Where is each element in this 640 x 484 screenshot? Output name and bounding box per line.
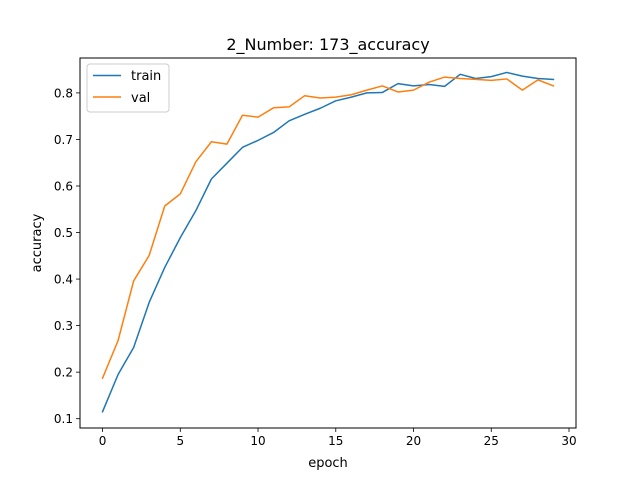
y-tick-label-2: 0.3	[54, 319, 73, 333]
axis-ticks: 0 5 10 15 20 25 30 0.1 0.2 0.3 0.4 0.5 0.6 0.7 0.8	[54, 86, 577, 448]
legend-label-train: train	[131, 69, 161, 84]
y-tick-label-6: 0.7	[54, 133, 73, 147]
x-tick-label-4: 20	[406, 434, 421, 448]
y-axis-label: accuracy	[30, 213, 45, 272]
y-tick-label-3: 0.4	[54, 273, 73, 287]
legend-label-val: val	[131, 91, 150, 106]
x-axis-label: epoch	[308, 456, 348, 471]
y-tick-label-5: 0.6	[54, 179, 73, 193]
x-tick-label-2: 10	[250, 434, 265, 448]
y-tick-label-1: 0.2	[54, 366, 73, 380]
x-tick-label-6: 30	[561, 434, 576, 448]
x-tick-label-5: 25	[484, 434, 499, 448]
chart-title: 2_Number: 173_accuracy	[226, 35, 429, 55]
series-lines	[101, 71, 555, 413]
y-tick-label-4: 0.5	[54, 226, 73, 240]
y-tick-label-0: 0.1	[54, 412, 73, 426]
series-line-train	[101, 71, 555, 413]
series-line-val	[101, 76, 555, 380]
x-tick-label-1: 5	[176, 434, 184, 448]
x-tick-label-0: 0	[99, 434, 107, 448]
y-tick-label-7: 0.8	[54, 86, 73, 100]
legend: train val	[86, 63, 170, 113]
x-tick-label-3: 15	[328, 434, 343, 448]
plot-area-frame	[79, 57, 577, 429]
